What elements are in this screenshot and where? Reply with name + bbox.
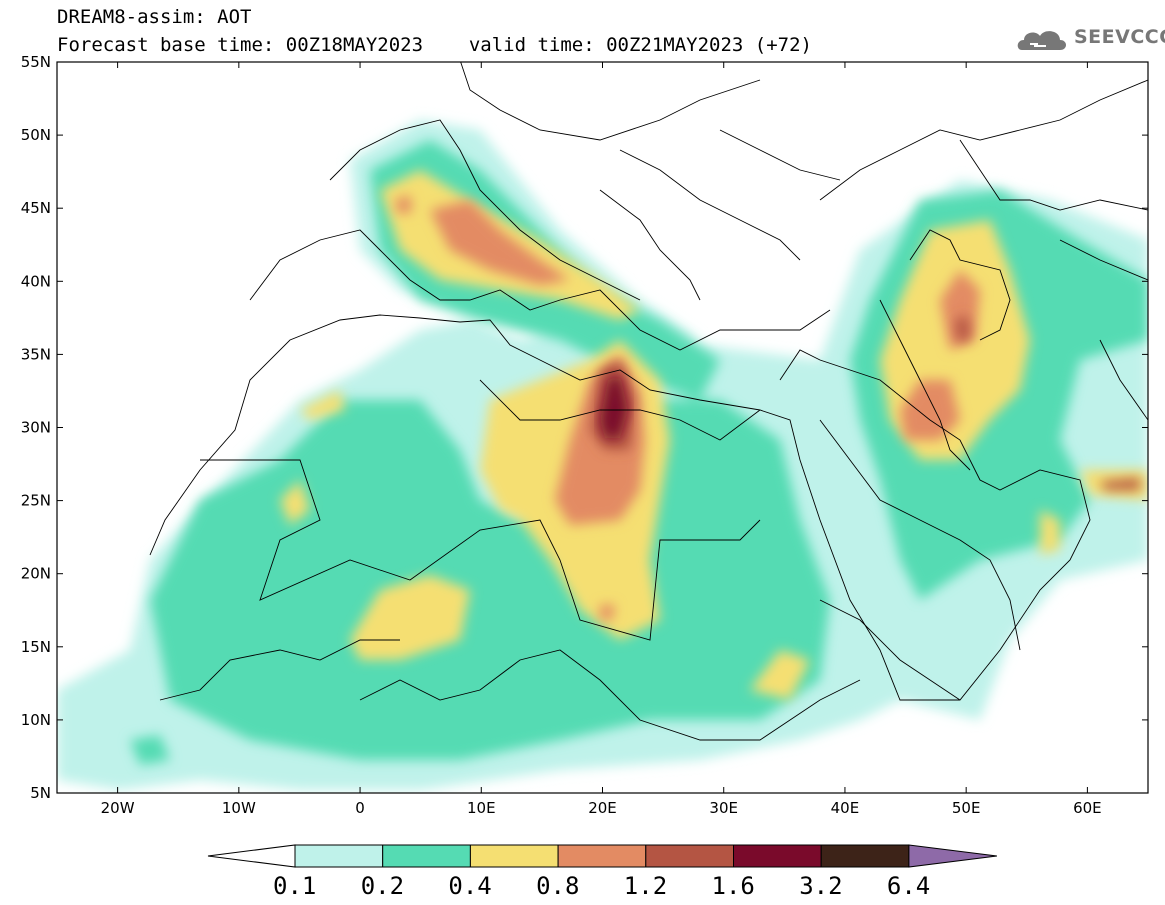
colorbar-level-label: 0.4 [448,872,492,900]
lon-tick-label: 50E [952,799,981,817]
map-title: DREAM8-assim: AOT [57,6,252,28]
lat-tick-label: 15N [21,638,51,656]
colorbar-level-label: 1.6 [711,872,755,900]
colorbar-level-label: 3.2 [799,872,843,900]
lon-tick-label: 10W [222,799,256,817]
lat-tick-label: 30N [21,419,51,437]
latitude-axis: 55N 50N 45N 40N 35N 30N 25N 20N 15N 10N 5N [21,53,1148,802]
colorbar-swatch [820,844,910,868]
lat-tick-label: 5N [30,784,51,802]
lon-tick-label: 30E [709,799,738,817]
lon-tick-label: 40E [831,799,860,817]
colorbar-level-label: 0.8 [536,872,580,900]
colorbar-level-label: 0.1 [273,872,317,900]
colorbar-swatch [469,844,559,868]
colorbar-swatch [645,844,734,868]
longitude-axis: 20W 10W 0 10E 20E 30E 40E 50E 60E [101,62,1102,817]
base-time: Forecast base time: 00Z18MAY2023 [57,34,424,56]
logo-text: SEEVCCC [1074,26,1165,48]
colorbar-under-arrow [207,844,296,868]
lat-tick-label: 20N [21,565,51,583]
lon-tick-label: 20E [588,799,617,817]
lon-tick-label: 10E [467,799,496,817]
lat-tick-label: 40N [21,272,51,290]
colorbar-level-label: 6.4 [886,872,931,900]
lon-tick-label: 0 [355,799,365,817]
lat-tick-label: 25N [21,492,51,510]
cloud-logo-icon [1017,31,1066,50]
lon-tick-label: 20W [101,799,135,817]
colorbar-over-arrow [908,844,997,868]
colorbar-swatch [733,844,822,868]
colorbar-level-label: 1.2 [623,872,668,900]
colorbar-swatch [294,844,384,868]
lat-tick-label: 50N [21,126,51,144]
valid-time: valid time: 00Z21MAY2023 (+72) [468,34,812,56]
lat-tick-label: 10N [21,711,51,729]
coastlines [149,62,1148,741]
lat-tick-label: 35N [21,345,51,363]
aot-field [57,62,1148,790]
lat-tick-label: 55N [21,53,51,71]
map-subtitle: Forecast base time: 00Z18MAY2023 valid t… [57,34,812,56]
lat-tick-label: 45N [21,199,51,217]
colorbar-swatch [382,844,471,868]
colorbar-swatch [557,844,647,868]
colorbar [207,844,997,868]
lon-tick-label: 60E [1073,799,1102,817]
colorbar-level-label: 0.2 [360,872,405,900]
